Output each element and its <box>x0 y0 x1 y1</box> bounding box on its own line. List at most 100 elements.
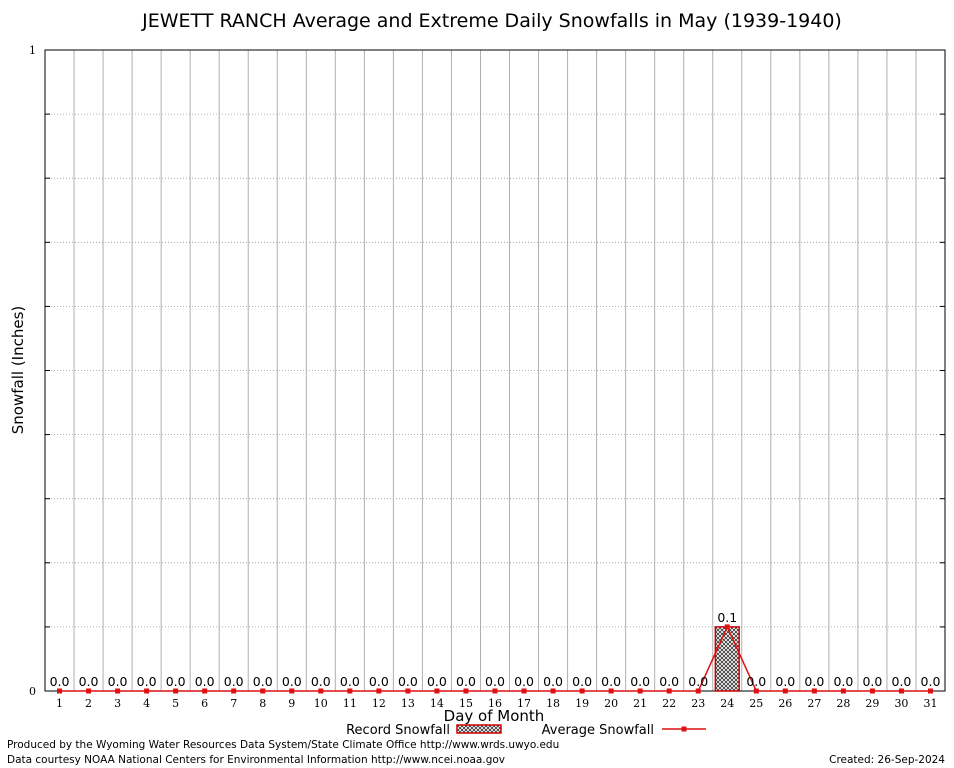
average-point-day-26 <box>782 688 788 694</box>
data-label-day-24: 0.1 <box>717 610 737 625</box>
x-tick-label: 10 <box>314 697 328 710</box>
data-label-day-15: 0.0 <box>456 674 476 689</box>
x-tick-labels: 1 2 3 4 5 6 7 8 9 10 11 12 13 14 15 16 17 18 19 20 21 22 23 24 2… <box>56 697 937 710</box>
x-tick-label: 31 <box>923 697 937 710</box>
x-tick-label: 1 <box>56 697 63 710</box>
x-tick-label: 15 <box>459 697 473 710</box>
data-label-day-20: 0.0 <box>601 674 621 689</box>
average-point-day-22 <box>666 688 672 694</box>
data-label-day-4: 0.0 <box>137 674 157 689</box>
average-point-day-30 <box>898 688 904 694</box>
data-label-day-22: 0.0 <box>659 674 679 689</box>
data-label-day-6: 0.0 <box>195 674 215 689</box>
footer-created-date: Created: 26-Sep-2024 <box>829 754 945 766</box>
grid <box>45 50 945 691</box>
average-point-day-29 <box>869 688 875 694</box>
average-point-day-18 <box>550 688 556 694</box>
x-tick-label: 23 <box>691 697 705 710</box>
data-label-day-31: 0.0 <box>921 674 941 689</box>
x-tick-label: 5 <box>172 697 179 710</box>
y-tick-label: 0 <box>29 685 36 698</box>
average-point-day-23 <box>695 688 701 694</box>
data-label-day-17: 0.0 <box>514 674 534 689</box>
x-tick-label: 22 <box>662 697 676 710</box>
x-tick-label: 4 <box>143 697 150 710</box>
x-tick-label: 21 <box>633 697 647 710</box>
average-point-day-28 <box>840 688 846 694</box>
average-point-day-6 <box>202 688 208 694</box>
data-label-day-3: 0.0 <box>108 674 128 689</box>
record-snowfall-bars <box>714 626 740 692</box>
x-tick-label: 9 <box>288 697 295 710</box>
x-tick-label: 19 <box>575 697 589 710</box>
average-point-day-12 <box>376 688 382 694</box>
average-point-day-14 <box>434 688 440 694</box>
average-point-day-15 <box>463 688 469 694</box>
average-point-day-4 <box>144 688 150 694</box>
legend-record-swatch <box>456 724 502 734</box>
data-label-day-7: 0.0 <box>224 674 244 689</box>
data-label-day-12: 0.0 <box>369 674 389 689</box>
y-tick-label: 1 <box>29 44 36 57</box>
average-point-day-8 <box>260 688 266 694</box>
data-label-day-26: 0.0 <box>775 674 795 689</box>
legend-average-label: Average Snowfall <box>542 723 654 738</box>
data-label-day-16: 0.0 <box>485 674 505 689</box>
y-axis-label: Snowfall (Inches) <box>9 306 27 434</box>
footer-produced-by: Produced by the Wyoming Water Resources … <box>7 739 559 751</box>
data-label-day-19: 0.0 <box>572 674 592 689</box>
average-point-day-27 <box>811 688 817 694</box>
data-label-day-27: 0.0 <box>804 674 824 689</box>
average-point-day-25 <box>753 688 759 694</box>
x-tick-label: 11 <box>343 697 357 710</box>
data-label-day-18: 0.0 <box>543 674 563 689</box>
x-tick-label: 12 <box>372 697 386 710</box>
data-label-day-28: 0.0 <box>833 674 853 689</box>
data-label-day-11: 0.0 <box>340 674 360 689</box>
data-labels: 0.0 0.0 0.0 0.0 0.0 0.0 0.0 0.0 0.0 0.0 0.0 0.0 0.0 0… <box>50 610 941 689</box>
average-point-day-2 <box>86 688 92 694</box>
legend-record-label: Record Snowfall <box>346 723 450 738</box>
data-label-day-1: 0.0 <box>50 674 70 689</box>
average-point-day-10 <box>318 688 324 694</box>
data-label-day-8: 0.0 <box>253 674 273 689</box>
x-tick-label: 3 <box>114 697 121 710</box>
x-tick-label: 20 <box>604 697 618 710</box>
average-point-day-21 <box>637 688 643 694</box>
x-tick-label: 27 <box>807 697 821 710</box>
average-point-day-19 <box>579 688 585 694</box>
legend-average-marker <box>681 726 687 732</box>
x-tick-label: 16 <box>488 697 502 710</box>
record-bar-day-24 <box>714 626 740 692</box>
y-tick-labels: 01 <box>29 44 36 698</box>
legend: Record Snowfall Average Snowfall <box>346 723 706 738</box>
average-point-day-1 <box>57 688 63 694</box>
data-label-day-29: 0.0 <box>862 674 882 689</box>
average-point-day-5 <box>173 688 179 694</box>
x-tick-label: 2 <box>85 697 92 710</box>
x-tick-label: 28 <box>836 697 850 710</box>
footer-data-courtesy: Data courtesy NOAA National Centers for … <box>7 754 505 766</box>
data-label-day-30: 0.0 <box>892 674 912 689</box>
average-point-day-20 <box>608 688 614 694</box>
data-label-day-13: 0.0 <box>398 674 418 689</box>
data-label-day-9: 0.0 <box>282 674 302 689</box>
data-label-day-14: 0.0 <box>427 674 447 689</box>
x-tick-label: 14 <box>430 697 444 710</box>
x-tick-label: 30 <box>894 697 908 710</box>
x-tick-label: 18 <box>546 697 560 710</box>
x-tick-label: 13 <box>401 697 415 710</box>
average-point-day-16 <box>492 688 498 694</box>
average-snowfall-line <box>57 624 933 694</box>
x-axis-label: Day of Month <box>444 707 545 725</box>
average-point-day-3 <box>115 688 121 694</box>
data-label-day-23: 0.0 <box>688 674 708 689</box>
average-point-day-17 <box>521 688 527 694</box>
data-label-day-5: 0.0 <box>166 674 186 689</box>
x-tick-label: 17 <box>517 697 531 710</box>
average-point-day-7 <box>231 688 237 694</box>
x-tick-label: 7 <box>230 697 237 710</box>
data-label-day-25: 0.0 <box>746 674 766 689</box>
data-label-day-10: 0.0 <box>311 674 331 689</box>
